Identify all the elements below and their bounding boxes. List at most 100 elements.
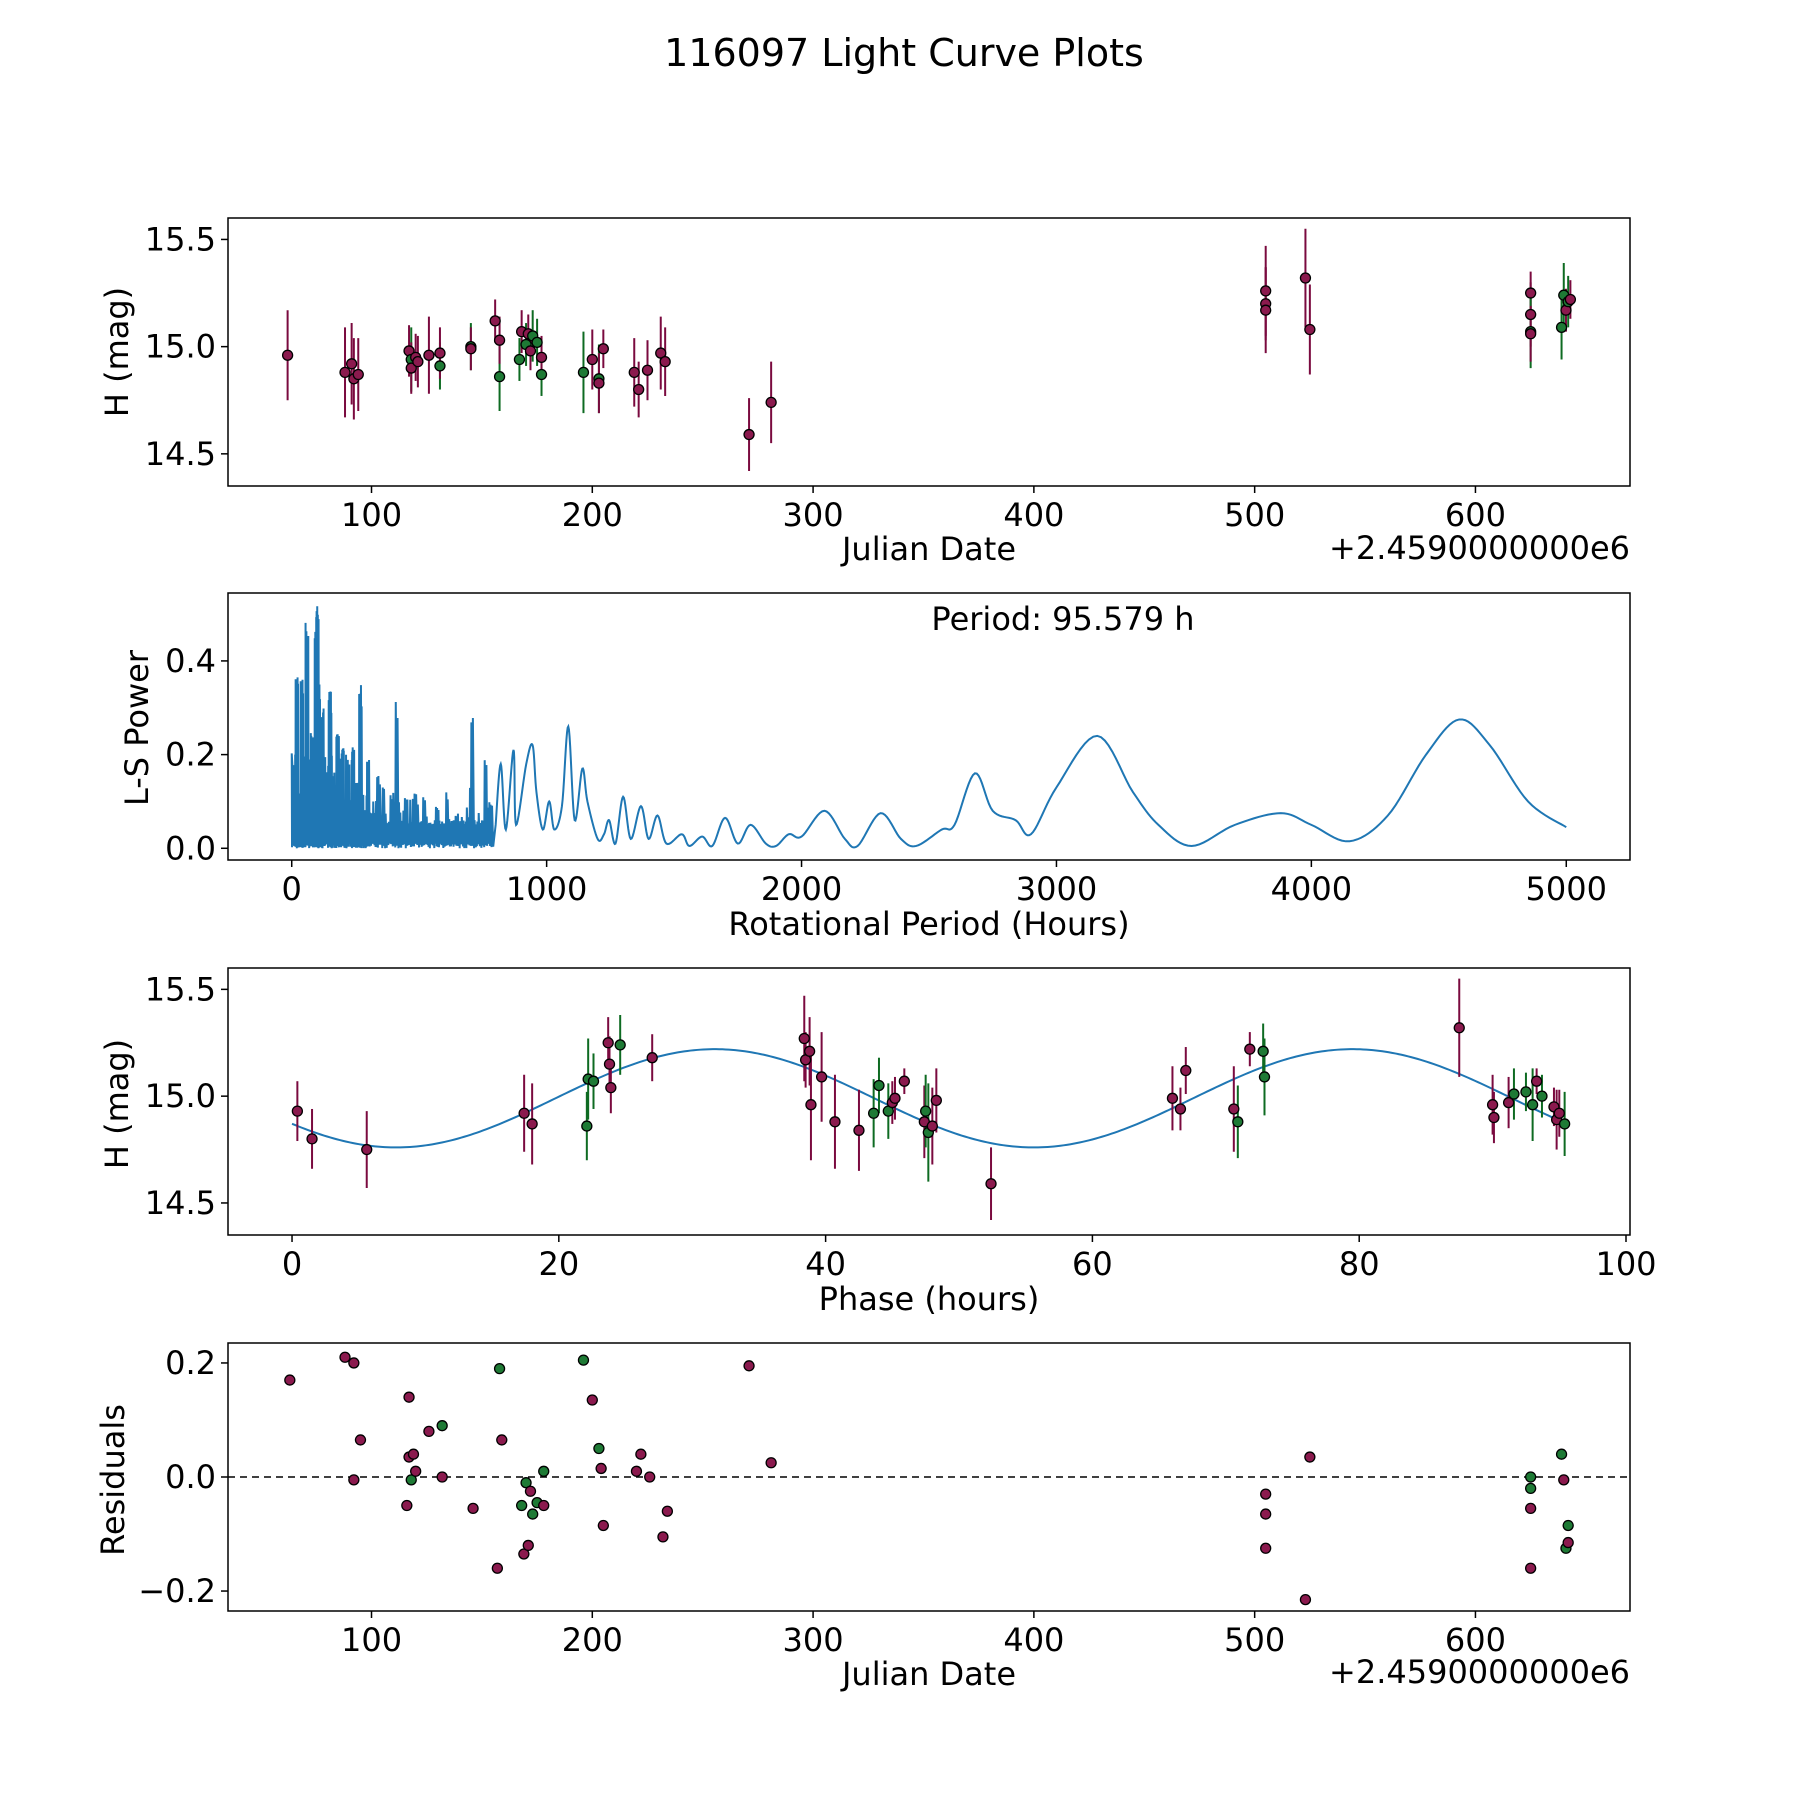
residual-point [354,1434,367,1446]
data-point [581,1120,593,1132]
residual-point [520,1477,532,1489]
panel-lightcurve: H (mag) Julian Date +2.4590000000e6 [98,287,1630,568]
data-point [1553,1107,1565,1119]
residual-point [577,1354,590,1366]
data-point [803,1045,816,1057]
periodogram-xlabel: Rotational Period (Hours) [728,905,1129,943]
residual-point [284,1374,296,1386]
phasefold-xtick-label: 100 [1595,1245,1656,1283]
residuals-ytick-label: −0.2 [138,1572,216,1610]
data-point [1530,1075,1543,1087]
data-point [1524,328,1537,340]
lightcurve-xtick-label: 100 [341,496,402,534]
residual-point [1524,1562,1537,1574]
data-point [867,1107,880,1119]
residual-point [1260,1508,1272,1520]
data-point [605,1081,617,1094]
data-point [765,396,777,409]
residuals-xtick-label: 300 [783,1621,844,1659]
data-point [489,315,501,327]
data-point [1260,285,1272,297]
periodogram-ytick-label: 0.2 [165,736,216,774]
residual-point [491,1562,504,1574]
phasefold-ylabel: H (mag) [98,1039,136,1169]
data-point [614,1039,626,1051]
data-point [1524,287,1537,299]
lightcurve-ytick-label: 15.5 [145,220,216,258]
residual-point [644,1471,656,1483]
data-point [641,364,654,376]
phasefold-plot [291,978,1571,1221]
data-point [524,345,537,357]
residual-point [661,1505,674,1517]
phasefold-axes: 0 20 40 60 80 100 14.5 15.0 15.5 [145,967,1657,1283]
periodogram-frame [227,592,1631,861]
periodogram-xtick-label: 1000 [506,870,587,908]
data-point [985,1178,997,1190]
data-point [1502,1096,1515,1109]
data-point [1486,1099,1499,1111]
data-point [1488,1111,1500,1124]
phasefold-ytick-label: 14.5 [145,1184,216,1222]
residual-point [401,1499,413,1512]
data-point [1258,1071,1271,1083]
data-point [628,366,640,379]
data-point [602,1037,614,1049]
lightcurve-xtick-label: 500 [1224,496,1285,534]
residuals-ytick-label: 0.0 [165,1458,216,1496]
phasefold-xtick-label: 80 [1339,1245,1380,1283]
residuals-xtick-label: 600 [1445,1621,1506,1659]
data-point [930,1094,942,1107]
data-point [1299,272,1312,284]
residual-point [527,1508,539,1520]
residual-point [765,1457,777,1469]
lightcurve-frame [227,217,1631,487]
periodogram-xtick-label: 4000 [1271,870,1352,908]
data-point [926,1120,938,1132]
residual-point [407,1448,420,1460]
residuals-xtick-label: 400 [1003,1621,1064,1659]
residual-point [423,1425,435,1438]
figure-title: 116097 Light Curve Plots [664,31,1144,75]
data-point [655,347,667,359]
residual-point [595,1462,607,1475]
lightcurve-xtick-label: 200 [562,496,623,534]
residual-point [1524,1482,1537,1495]
phasefold-xtick-label: 20 [538,1245,579,1283]
phasefold-ytick-label: 15.0 [145,1077,216,1115]
data-point [434,360,446,372]
lightcurve-xtick-label: 300 [783,496,844,534]
data-point [577,366,590,379]
residuals-xtick-label: 500 [1224,1621,1285,1659]
residuals-axes: 100 200 300 400 500 600 −0.2 0.0 0.2 [138,1342,1631,1659]
residual-point [493,1363,506,1375]
residual-point [524,1485,537,1497]
data-point [646,1052,658,1064]
data-point [518,1107,530,1119]
period-annotation: Period: 95.579 h [931,600,1194,638]
residual-point [630,1465,643,1477]
data-point [593,377,605,389]
data-point [1526,1099,1539,1111]
data-point [1524,308,1537,321]
data-point [853,1124,865,1136]
residual-point [1260,1542,1272,1554]
residual-point [467,1502,479,1515]
residual-point [436,1471,448,1483]
data-point [1564,293,1577,306]
panel-periodogram: L-S Power Rotational Period (Hours) Peri… [118,600,1195,943]
lightcurve-axes: 100 200 300 400 500 600 14.5 15.0 15.5 [145,217,1631,534]
residual-point [1304,1451,1316,1463]
periodogram-axes: 0 1000 2000 3000 4000 5000 0.0 0.2 0.4 [165,592,1631,908]
periodogram-xtick-label: 2000 [761,870,842,908]
data-point [1558,1118,1571,1130]
data-point [815,1071,828,1083]
panel-residuals: Residuals Julian Date +2.4590000000e6 [94,1404,1630,1693]
residual-point [743,1360,755,1372]
data-point [603,1058,616,1070]
residual-point [518,1548,530,1560]
data-point [1228,1103,1240,1115]
residual-point [403,1391,415,1403]
data-point [889,1092,901,1104]
